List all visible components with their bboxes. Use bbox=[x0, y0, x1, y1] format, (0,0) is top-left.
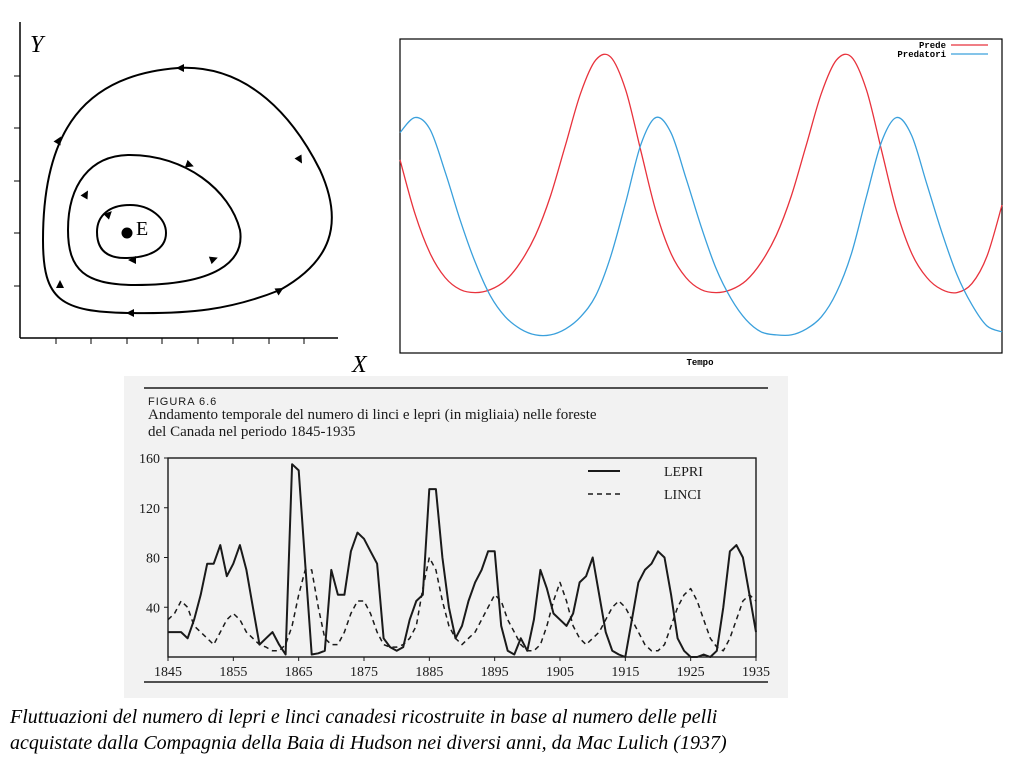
caption-line1: Fluttuazioni del numero di lepri e linci… bbox=[10, 706, 718, 728]
x-tick-label: 1875 bbox=[350, 665, 378, 680]
scanned-figure-svg: 40 80 120 160 1845 1855 1865 1875 1885 1895 1905 19… bbox=[139, 387, 770, 683]
legend-label-linci: LINCI bbox=[664, 488, 702, 503]
series-line-lepri bbox=[168, 463, 757, 658]
x-tick-label: 1925 bbox=[677, 665, 705, 680]
x-tick-label: 1915 bbox=[611, 665, 639, 680]
time-axis-label: Tempo bbox=[686, 358, 713, 367]
scan-axes: 40 80 120 160 1845 1855 1865 1875 1885 1895 1905 19… bbox=[139, 452, 770, 680]
phase-y-label: Y bbox=[30, 32, 44, 58]
phase-plane-svg bbox=[14, 22, 338, 344]
series-line-predatori bbox=[399, 116, 1003, 337]
x-tick-label: 1865 bbox=[285, 665, 313, 680]
x-tick-label: 1905 bbox=[546, 665, 574, 680]
phase-y-ticks bbox=[14, 75, 20, 287]
scan-legend: LEPRI LINCI bbox=[588, 465, 703, 503]
time-series-frame bbox=[399, 38, 1003, 354]
orbit-inner bbox=[95, 203, 168, 260]
y-tick-label: 120 bbox=[139, 502, 160, 517]
x-tick-label: 1845 bbox=[154, 665, 182, 680]
time-series-legend: Prede Predatori bbox=[897, 41, 988, 60]
equilibrium-label: E bbox=[136, 218, 149, 240]
caption: Fluttuazioni del numero di lepri e linci… bbox=[10, 704, 1014, 756]
caption-line2: acquistate dalla Compagnia della Baia di… bbox=[10, 732, 727, 754]
series-line-prede bbox=[399, 53, 1003, 294]
orbit-middle bbox=[66, 153, 242, 287]
time-series-svg: Prede Predatori Tempo bbox=[399, 38, 1003, 367]
x-tick-label: 1935 bbox=[742, 665, 770, 680]
legend-label-prede: Prede bbox=[919, 41, 946, 51]
x-tick-label: 1895 bbox=[481, 665, 509, 680]
y-tick-label: 160 bbox=[139, 452, 160, 467]
figure-title-line1: Andamento temporale del numero di linci … bbox=[148, 407, 597, 423]
phase-plane-panel: Y X E bbox=[0, 0, 390, 380]
y-tick-label: 40 bbox=[146, 601, 160, 616]
equilibrium-point bbox=[121, 227, 133, 239]
time-series-panel: Prede Predatori Tempo bbox=[398, 37, 1004, 367]
phase-x-label: X bbox=[352, 352, 367, 378]
legend-label-lepri: LEPRI bbox=[664, 465, 703, 480]
figure-number: FIGURA 6.6 bbox=[148, 396, 218, 408]
legend-label-predatori: Predatori bbox=[897, 50, 946, 60]
phase-x-ticks bbox=[55, 338, 305, 344]
orbit-arrows bbox=[53, 64, 302, 317]
x-tick-label: 1855 bbox=[219, 665, 247, 680]
x-tick-label: 1885 bbox=[415, 665, 443, 680]
orbit-outer bbox=[41, 66, 333, 315]
figure-title-line2: del Canada nel periodo 1845-1935 bbox=[148, 424, 356, 440]
y-tick-label: 80 bbox=[146, 552, 160, 567]
series-line-linci bbox=[167, 556, 757, 652]
scanned-figure-panel: 40 80 120 160 1845 1855 1865 1875 1885 1895 1905 19… bbox=[124, 376, 788, 698]
